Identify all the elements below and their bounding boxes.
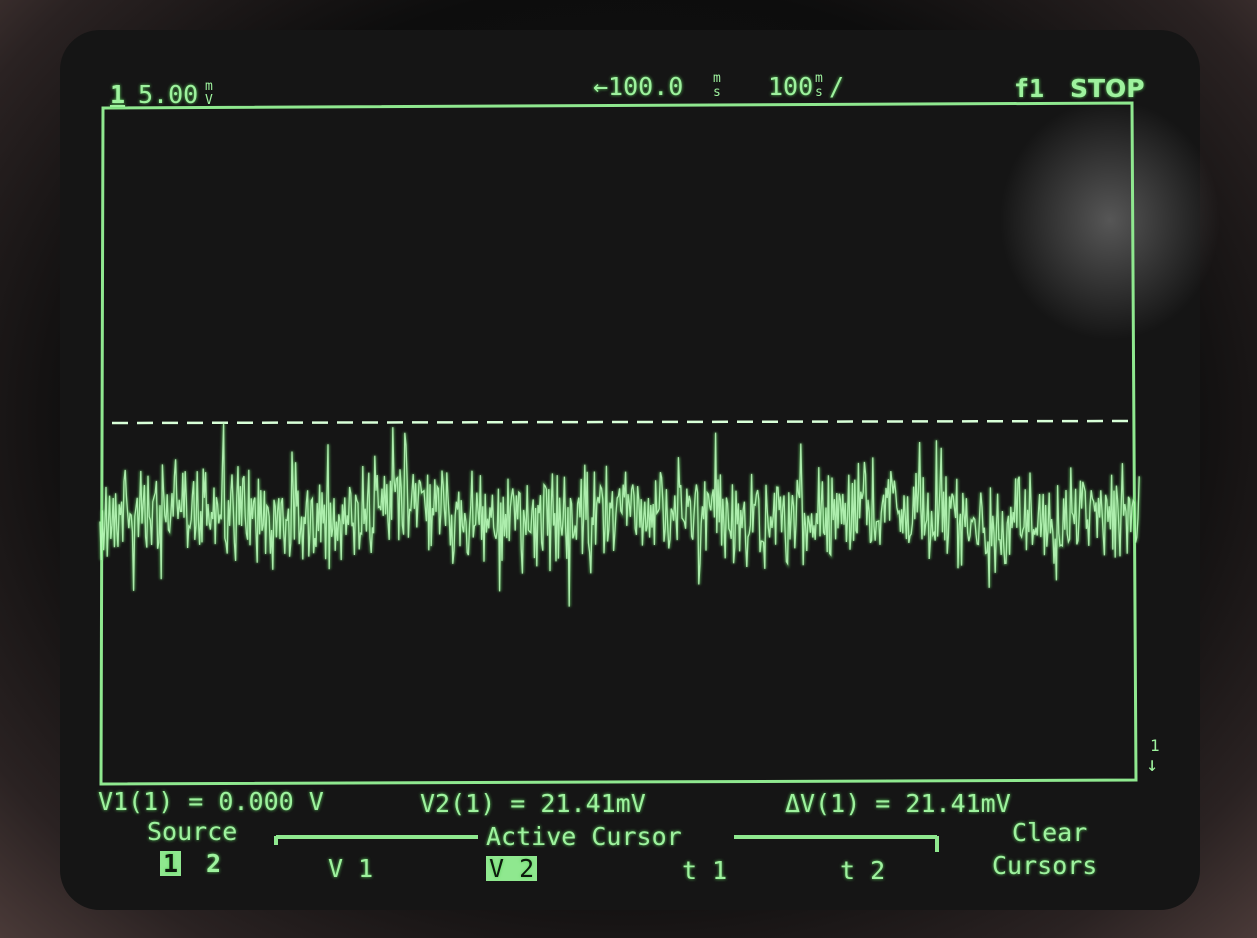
softkey-option[interactable]: Cursors [992, 851, 1098, 880]
graticule-frame [99, 101, 1138, 786]
trace-line [99, 423, 1140, 607]
run-state: STOP [1070, 74, 1145, 103]
marker-arrow: ↓ [1146, 752, 1159, 776]
cursor-v2 [111, 419, 1133, 425]
glare [1000, 100, 1220, 340]
softkey-option[interactable]: Clear [1012, 818, 1088, 847]
readout: V2(1) = 21.41mV [420, 789, 646, 818]
softkey-option[interactable]: V 1 [328, 854, 374, 883]
unit: s [815, 85, 823, 100]
softkey-option[interactable]: t 1 [682, 856, 728, 885]
unit: V [205, 93, 213, 108]
scale: 5.00 [138, 80, 199, 109]
channel: 1 [110, 80, 126, 109]
trace [98, 423, 1141, 607]
softkey-option[interactable]: V 2 [486, 856, 538, 881]
softkey-option[interactable]: t 2 [840, 856, 886, 885]
readout: ΔV(1) = 21.41mV [785, 789, 1011, 818]
timebase-per: / [829, 72, 845, 101]
softkey-option[interactable]: 1 [160, 851, 182, 876]
readout: V1(1) = 0.000 V [98, 787, 324, 816]
unit: s [713, 85, 721, 100]
unit: m [713, 71, 721, 86]
unit: m [205, 79, 213, 94]
softkey-option[interactable]: 2 [206, 849, 222, 878]
softkey-label: Active Cursor [486, 822, 682, 851]
cursor-v1 [100, 779, 1137, 785]
timebase: 100 [768, 72, 814, 101]
marker: 1 [1150, 736, 1160, 755]
softkey-label: Source [147, 817, 238, 846]
trigger: f1 [1014, 74, 1045, 103]
crt-face [60, 30, 1200, 910]
delay: ←100.0 [593, 72, 684, 101]
unit: m [815, 71, 823, 86]
